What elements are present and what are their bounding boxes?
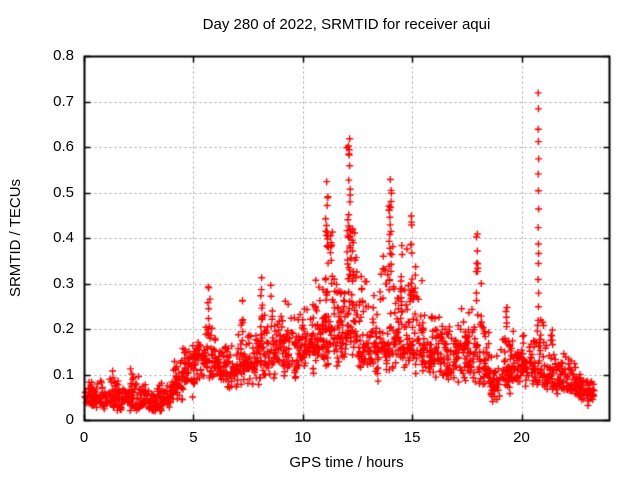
y-tick-label: 0.7 [53,92,74,110]
x-tick-label: 15 [403,429,421,446]
chart-title: Day 280 of 2022, SRMTID for receiver aqu… [202,16,491,33]
x-tick-label: 20 [513,429,530,446]
y-tick-label: 0.3 [53,274,74,292]
y-tick-label: 0.1 [53,365,74,383]
y-tick-label: 0.5 [53,183,74,201]
y-tick-label: 0 [65,411,74,428]
x-axis-label: GPS time / hours [289,454,404,471]
x-tick-label: 10 [294,429,312,446]
y-tick-label: 0.6 [53,138,74,155]
y-tick-label: 0.8 [53,47,74,64]
x-tick-label: 0 [79,429,89,446]
x-tick-label: 5 [189,429,198,446]
y-tick-label: 0.4 [53,229,74,246]
y-tick-label: 0.2 [53,320,74,337]
